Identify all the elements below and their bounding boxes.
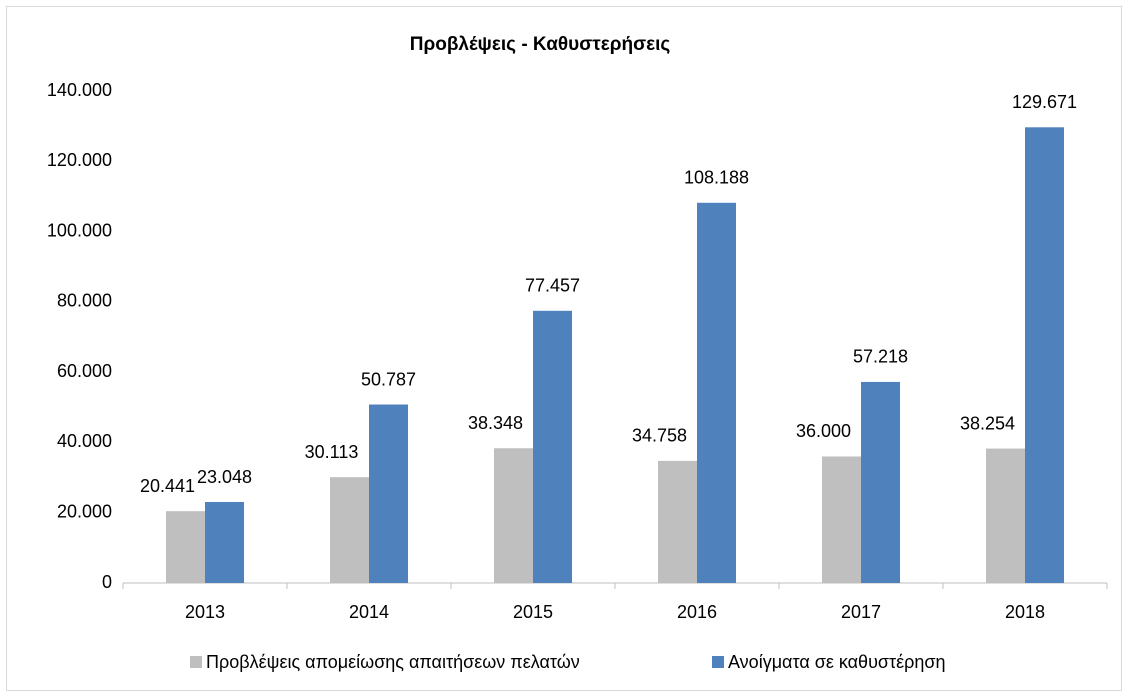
data-label: 57.218 (853, 347, 908, 367)
data-label: 77.457 (525, 276, 580, 296)
chart-title: Προβλέψεις - Καθυστερήσεις (410, 34, 671, 55)
bar (658, 460, 697, 583)
data-label: 34.758 (632, 426, 687, 446)
bar (861, 381, 900, 583)
y-tick-label: 120.000 (47, 150, 112, 170)
data-label: 129.671 (1012, 92, 1077, 112)
bar (205, 502, 244, 583)
x-tick-label: 2014 (349, 602, 389, 622)
y-tick-label: 20.000 (57, 501, 112, 521)
bar (697, 202, 736, 584)
data-label: 50.787 (361, 369, 416, 389)
bar (986, 448, 1025, 583)
x-tick-label: 2015 (513, 602, 553, 622)
data-label: 30.113 (305, 442, 359, 462)
y-tick-label: 60.000 (57, 361, 112, 381)
bar (1025, 127, 1064, 583)
y-tick-label: 0 (102, 572, 112, 592)
bar (822, 456, 861, 583)
bar (330, 477, 369, 583)
x-tick-label: 2013 (185, 602, 225, 622)
legend-label: Προβλέψεις απομείωσης απαιτήσεων πελατών (206, 652, 580, 672)
y-tick-label: 100.000 (47, 220, 112, 240)
data-label: 38.254 (960, 413, 1015, 433)
x-tick-label: 2017 (841, 602, 881, 622)
data-label: 36.000 (796, 421, 851, 441)
y-tick-label: 40.000 (57, 431, 112, 451)
y-tick-label: 80.000 (57, 291, 112, 311)
bar (369, 404, 408, 583)
bar (166, 511, 205, 583)
legend-swatch (712, 656, 724, 668)
x-tick-label: 2016 (677, 602, 717, 622)
data-label: 38.348 (468, 413, 523, 433)
data-label: 108.188 (684, 168, 749, 188)
bar (494, 448, 533, 583)
data-label: 20.441 (140, 476, 195, 496)
legend-swatch (190, 656, 202, 668)
x-tick-label: 2018 (1005, 602, 1045, 622)
y-tick-label: 140.000 (47, 80, 112, 100)
data-label: 23.048 (197, 467, 252, 487)
bar (533, 310, 572, 583)
legend-label: Ανοίγματα σε καθυστέρηση (728, 652, 946, 672)
